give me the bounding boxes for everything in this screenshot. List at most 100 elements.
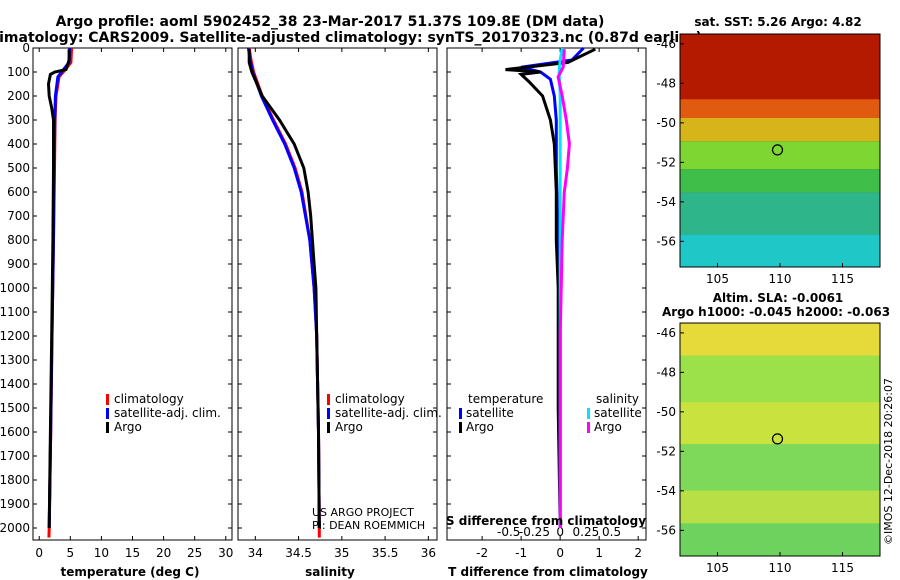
- lat-tick-label: -46: [656, 326, 676, 340]
- x-tick-label: 20: [156, 546, 171, 560]
- legend-swatch: [106, 408, 109, 419]
- salinity-xlabel: salinity: [305, 565, 355, 579]
- legend-swatch: [106, 422, 109, 433]
- map-band: [680, 234, 880, 267]
- legend-label: satellite: [594, 406, 642, 420]
- project-credit: US ARGO PROJECT: [312, 506, 414, 519]
- depth-tick-label: 1900: [0, 497, 30, 511]
- s-difference-xlabel: S difference from climatology: [446, 514, 646, 528]
- figure-title-line1: Argo profile: aoml 5902452_38 23-Mar-201…: [56, 14, 605, 30]
- s-diff-tick-label: -0.5: [497, 525, 520, 539]
- temperature-xlabel: temperature (deg C): [61, 565, 200, 579]
- depth-tick-label: 1200: [0, 329, 30, 343]
- depth-axis-labels: 0 100 200 300 400 500 600 700 800 900 1000 1100 1200…: [0, 41, 30, 535]
- difference-plot-frame: [446, 47, 647, 541]
- lat-tick-label: -48: [656, 365, 676, 379]
- series-line-temperature-satellite: [520, 46, 585, 528]
- depth-tick-label: 300: [7, 113, 30, 127]
- s-diff-tick-label: -0.25: [519, 525, 550, 539]
- x-tick-label: 35: [334, 546, 349, 560]
- x-tick-label: 15: [125, 546, 140, 560]
- map-band: [680, 192, 880, 235]
- map-band: [680, 355, 880, 403]
- s-diff-tick-label: 0.25: [573, 525, 600, 539]
- temperature-plot-frame: [32, 47, 233, 541]
- lon-tick-label: 110: [769, 561, 792, 575]
- depth-tick-label: 200: [7, 89, 30, 103]
- legend-label: Argo: [594, 420, 622, 434]
- lat-tick-label: -48: [656, 76, 676, 90]
- series-line-argo: [247, 49, 321, 529]
- sla-map-title2: Argo h1000: -0.045 h2000: -0.063: [662, 305, 890, 319]
- legend-label: Argo: [466, 420, 494, 434]
- lon-tick-label: 105: [706, 561, 729, 575]
- series-line-climatology: [247, 47, 321, 538]
- series-line-salinity-argo: [556, 49, 571, 528]
- lat-tick-label: -52: [656, 444, 676, 458]
- float-position-marker: [771, 433, 784, 445]
- legend-swatch: [587, 422, 590, 433]
- figure-title-line2: Climatology: CARS2009. Satellite-adjuste…: [0, 30, 702, 46]
- lon-tick-label: 115: [831, 561, 854, 575]
- depth-tick-label: 1500: [0, 401, 30, 415]
- map-band: [680, 99, 880, 118]
- x-tick-label: 0: [556, 546, 564, 560]
- imos-credit: ©IMOS 12-Dec-2018 20:26:07: [882, 378, 895, 545]
- x-tick-label: 1: [595, 546, 603, 560]
- x-tick-label: 5: [66, 546, 74, 560]
- x-tick-label: 25: [187, 546, 202, 560]
- lat-tick-label: -52: [656, 155, 676, 169]
- lat-tick-label: -56: [656, 234, 676, 248]
- series-line-argo: [46, 49, 71, 529]
- depth-tick-label: 1600: [0, 425, 30, 439]
- lat-tick-label: -50: [656, 405, 676, 419]
- legend-label: climatology: [114, 392, 184, 406]
- depth-tick-label: 900: [7, 257, 30, 271]
- salinity-plot-frame: [237, 47, 438, 541]
- t-difference-xlabel: T difference from climatology: [448, 565, 648, 579]
- series-line-temperature-argo: [505, 47, 596, 529]
- lat-tick-label: -54: [656, 484, 676, 498]
- x-tick-label: 30: [218, 546, 233, 560]
- map-band: [680, 169, 880, 193]
- legend-left-title: temperature: [468, 392, 543, 406]
- legend-right-title: salinity: [596, 392, 639, 406]
- legend-label: satellite-adj. clim.: [114, 406, 221, 420]
- x-tick-label: 10: [94, 546, 109, 560]
- legend-swatch: [327, 394, 330, 405]
- lon-tick-label: 115: [831, 272, 854, 286]
- float-position-marker: [771, 144, 784, 156]
- x-tick-label: 34: [248, 546, 263, 560]
- x-tick-label: 36: [421, 546, 436, 560]
- legend-swatch: [106, 394, 109, 405]
- x-tick-label: -2: [476, 546, 488, 560]
- lat-tick-label: -46: [656, 37, 676, 51]
- map-band: [680, 117, 880, 142]
- series-line-satellite-adj-clim-: [246, 47, 321, 529]
- map-band: [680, 523, 880, 556]
- depth-tick-label: 400: [7, 137, 30, 151]
- map-band: [680, 323, 880, 356]
- depth-tick-label: 2000: [0, 521, 30, 535]
- legend-label: satellite-adj. clim.: [335, 406, 442, 420]
- salinity-plot: 34 34.5 35 35.5 36 climatologysatellite-adj. …: [238, 47, 442, 560]
- depth-tick-label: 0: [22, 41, 30, 55]
- lat-tick-label: -50: [656, 116, 676, 130]
- sla-map-overlay: -46 -48 -50 -52 -54 -56 105 110 115: [656, 322, 881, 575]
- depth-tick-label: 1000: [0, 281, 30, 295]
- lat-tick-label: -54: [656, 195, 676, 209]
- legend-swatch: [327, 422, 330, 433]
- depth-tick-label: 1300: [0, 353, 30, 367]
- pi-credit: PI: DEAN ROEMMICH: [312, 519, 425, 532]
- sst-map-title: sat. SST: 5.26 Argo: 4.82: [694, 15, 861, 29]
- legend-swatch: [459, 408, 462, 419]
- map-band: [680, 34, 880, 100]
- lon-tick-label: 110: [769, 272, 792, 286]
- difference-plot: -2 -1 0 1 2 -0.5-0.25 0 0.25 0.5 temperature salin…: [447, 46, 646, 560]
- s-diff-tick-label: 0.5: [602, 525, 621, 539]
- depth-tick-label: 600: [7, 185, 30, 199]
- s-diff-tick-label: 0: [556, 525, 564, 539]
- depth-tick-label: 1800: [0, 473, 30, 487]
- map-band: [680, 444, 880, 491]
